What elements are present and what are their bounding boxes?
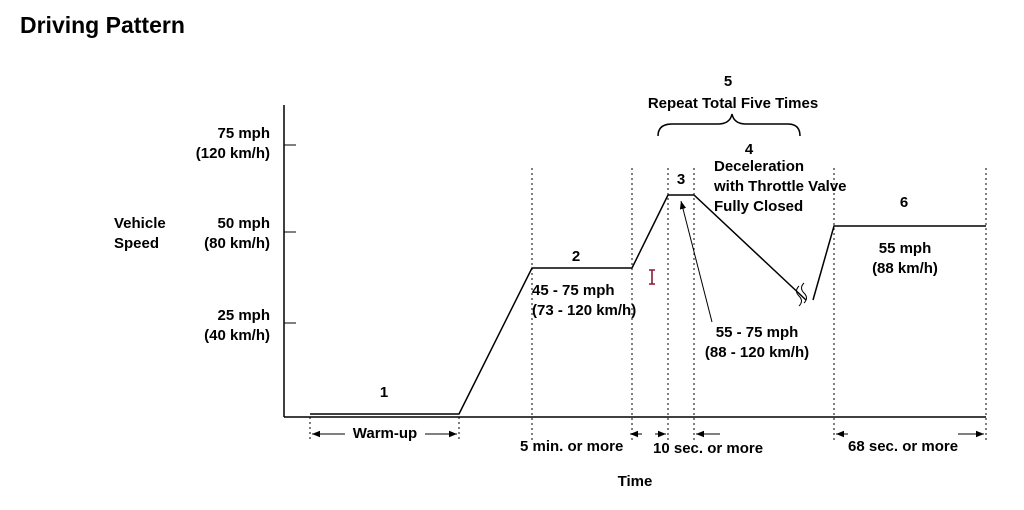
phase-3-kmh: (88 - 120 km/h) [704, 344, 810, 361]
phase-3-number: 3 [676, 171, 686, 188]
phase-6-speed: 55 mph (88 km/h) [850, 239, 960, 279]
y-tick-25-mph: 25 mph [217, 307, 270, 324]
phase-5-number: 5 [723, 73, 733, 90]
phase-4-line2: with Throttle Valve [714, 178, 847, 195]
y-tick-50-mph: 50 mph [217, 215, 270, 232]
y-axis-title-line1: Vehicle [114, 215, 166, 232]
phase-6-number: 6 [899, 194, 909, 211]
phase-3-mph: 55 - 75 mph [715, 324, 799, 341]
phase-1-number: 1 [379, 384, 389, 401]
speed-profile-line [310, 194, 807, 415]
duration-phase-6: 68 sec. or more [848, 438, 959, 455]
y-tick-25-kmh: (40 km/h) [204, 327, 270, 344]
duration-warmup: Warm-up [352, 425, 418, 442]
phase-6-kmh: (88 km/h) [872, 260, 938, 277]
phase-4-line3: Fully Closed [714, 198, 804, 215]
y-tick-label-50: 50 mph (80 km/h) [180, 214, 270, 254]
squiggle-mark [796, 282, 807, 307]
duration-phase-3: 10 sec. or more [653, 440, 764, 457]
duration-phase-2: 5 min. or more [520, 438, 624, 455]
x-axis-title: Time [617, 473, 653, 490]
phase-3-range: 55 - 75 mph (88 - 120 km/h) [692, 323, 822, 363]
phase-2-kmh: (73 - 120 km/h) [532, 302, 637, 319]
y-tick-75-kmh: (120 km/h) [195, 145, 270, 162]
phase-2-mph: 45 - 75 mph [532, 282, 615, 299]
page-title: Driving Pattern [20, 12, 185, 38]
y-axis-title-line2: Speed [114, 235, 160, 252]
phase-4-description: Deceleration with Throttle Valve Fully C… [714, 157, 847, 217]
phase-4-number: 4 [744, 141, 754, 158]
y-tick-label-25: 25 mph (40 km/h) [180, 306, 270, 346]
y-tick-75-mph: 75 mph [217, 125, 270, 142]
phase-2-range: 45 - 75 mph (73 - 120 km/h) [532, 281, 636, 321]
phase-4-line1: Deceleration [714, 158, 805, 175]
pointer-arrow [679, 200, 713, 323]
phase-boundaries [309, 168, 987, 440]
phase-2-number: 2 [571, 248, 581, 265]
speed-profile-accel-line [812, 225, 986, 301]
y-tick-50-kmh: (80 km/h) [204, 235, 270, 252]
text-cursor-icon [649, 269, 655, 285]
phase-6-mph: 55 mph [878, 240, 932, 257]
repeat-label: Repeat Total Five Times [647, 95, 819, 112]
y-tick-label-75: 75 mph (120 km/h) [180, 124, 270, 164]
repeat-brace [657, 113, 801, 137]
y-axis-title: Vehicle Speed [114, 214, 166, 254]
